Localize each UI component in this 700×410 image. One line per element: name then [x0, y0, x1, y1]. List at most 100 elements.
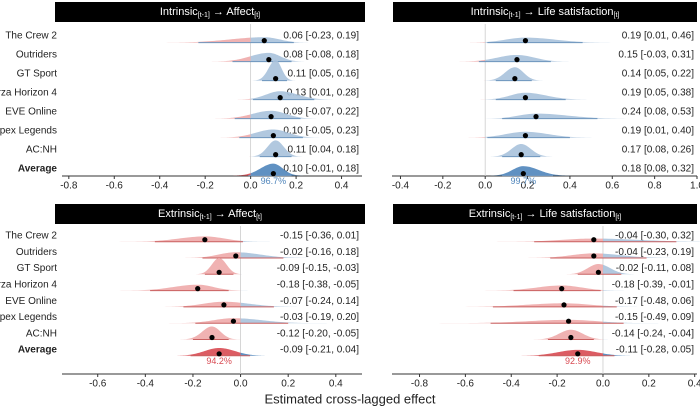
title-part: [t] [254, 12, 260, 19]
category-label: The Crew 2 [5, 231, 57, 242]
density [602, 353, 653, 356]
category-label: Apex Legends [0, 126, 57, 137]
x-tick-label: 0.0 [244, 181, 258, 192]
title-part: [t-1] [509, 12, 521, 19]
value-label: 0.15 [-0.03, 0.31] [618, 50, 694, 61]
estimate-dot [518, 152, 524, 158]
density [472, 238, 603, 242]
value-label: -0.17 [-0.48, 0.06] [615, 296, 694, 307]
title-part: Extrinsic [158, 208, 200, 220]
value-label: 0.08 [-0.08, 0.18] [283, 50, 359, 61]
estimate-dot [202, 237, 208, 243]
density [196, 114, 251, 119]
value-label: 0.11 [0.05, 0.16] [287, 69, 359, 80]
estimate-dot [565, 318, 572, 324]
x-tick-label: -0.8 [60, 181, 78, 192]
estimate-dot [266, 57, 272, 63]
category-label: Forza Horizon 4 [0, 88, 57, 99]
estimate-dot [559, 286, 565, 292]
value-label: 0.10 [-0.05, 0.23] [283, 126, 359, 137]
value-label: -0.02 [-0.11, 0.08] [616, 263, 694, 274]
category-label: Outriders [16, 247, 57, 258]
density [250, 163, 311, 176]
category-label: Apex Legends [0, 312, 57, 323]
density [100, 284, 241, 291]
density [556, 264, 603, 275]
density [602, 253, 700, 259]
estimate-dot [575, 351, 581, 357]
x-tick-label: -0.4 [392, 181, 410, 192]
estimate-dot [522, 133, 529, 139]
estimate-dot [522, 95, 529, 101]
estimate-dot [512, 76, 518, 82]
density [485, 143, 561, 157]
category-label: EVE Online [5, 296, 57, 307]
density [155, 318, 241, 324]
probability-label: 94.2% [206, 356, 232, 366]
title-part: Extrinsic [469, 208, 511, 220]
x-tick-label: -0.2 [434, 181, 452, 192]
estimate-dot [591, 253, 597, 259]
category-label: AC:NH [26, 328, 57, 339]
title-part: Life satisfaction [538, 6, 614, 18]
x-tick-label: 0.0 [478, 181, 492, 192]
density [160, 347, 241, 356]
panel-title: Intrinsic[t-1] → Affect[t] [160, 6, 260, 19]
value-label: 0.19 [0.01, 0.40] [622, 126, 695, 137]
title-part: [t-1] [198, 12, 210, 19]
estimate-dot [561, 302, 567, 308]
value-label: -0.02 [-0.16, 0.18] [280, 247, 359, 258]
value-label: 0.18 [0.08, 0.32] [622, 164, 695, 175]
value-label: 0.14 [0.05, 0.22] [622, 69, 695, 80]
x-tick-label: -0.6 [106, 181, 124, 192]
title-part: → [521, 6, 538, 18]
density [485, 113, 662, 119]
title-part: → [522, 208, 539, 220]
density [485, 166, 584, 176]
density [203, 134, 251, 138]
panel-header [55, 204, 365, 224]
density [222, 173, 251, 176]
panel-title: Extrinsic[t-1] → Affect[t] [158, 208, 262, 221]
estimate-dot [595, 269, 601, 275]
density [524, 329, 603, 340]
density [439, 59, 486, 62]
title-part: Life satisfaction [540, 208, 616, 220]
category-label: Average [18, 164, 58, 175]
estimate-dot [273, 152, 279, 158]
value-label: 0.19 [0.05, 0.38] [622, 88, 695, 99]
density [485, 92, 608, 100]
category-label: Outriders [16, 50, 57, 61]
value-label: -0.15 [-0.36, 0.01] [280, 231, 359, 242]
density [409, 319, 603, 324]
probability-label: 92.9% [565, 356, 591, 366]
x-tick-label: 0.8 [648, 181, 662, 192]
density [602, 290, 642, 291]
density [224, 98, 251, 100]
estimate-dot [270, 133, 276, 139]
value-label: -0.11 [-0.28, 0.05] [616, 345, 694, 356]
density [250, 91, 350, 100]
probability-label: 99.7% [511, 176, 537, 186]
value-label: -0.04 [-0.23, 0.19] [615, 247, 694, 258]
density [240, 318, 346, 324]
category-label: The Crew 2 [5, 31, 57, 42]
estimate-dot [277, 95, 283, 101]
x-tick-label: 0.2 [289, 181, 303, 192]
density [240, 240, 283, 242]
title-part: [t] [256, 214, 262, 221]
title-part: Affect [228, 208, 256, 220]
category-label: EVE Online [5, 107, 57, 118]
x-tick-label: 0.4 [335, 181, 349, 192]
x-tick-label: -0.4 [137, 379, 155, 390]
x-tick-label: 0.4 [688, 379, 700, 390]
density [250, 37, 325, 43]
density [602, 264, 646, 275]
value-label: -0.18 [-0.38, -0.05] [277, 280, 359, 291]
panel-header [393, 204, 697, 224]
density [602, 305, 672, 307]
value-label: -0.15 [-0.49, 0.09] [615, 312, 694, 323]
value-label: 0.24 [0.08, 0.53] [622, 107, 695, 118]
value-label: -0.03 [-0.19, 0.20] [280, 312, 359, 323]
